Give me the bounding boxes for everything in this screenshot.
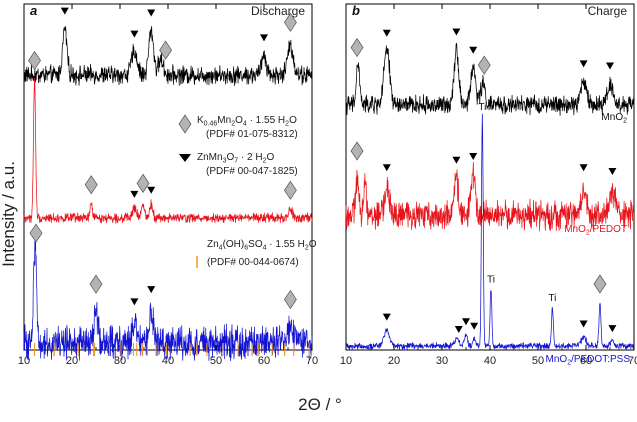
x-tick-label-b-70: 70 <box>628 355 637 367</box>
diamond-marker <box>136 173 150 194</box>
diamond-marker <box>283 180 297 200</box>
panel-b-charge: b Charge 10 20 30 40 50 60 70 Ti Ti Ti MnO2 MnO2… <box>340 3 637 367</box>
x-tick-label-a-30: 30 <box>114 355 126 367</box>
triangle-marker <box>462 318 470 326</box>
triangle-marker <box>452 156 461 164</box>
triangle-marker <box>130 298 139 306</box>
panel-a-discharge: a Discharge 10 20 30 40 50 60 70 K0.46Mn2O4 · … <box>18 3 318 367</box>
x-tick-label-b-50: 50 <box>532 355 544 367</box>
series-label-mno2: MnO2 <box>601 112 627 125</box>
diamond-marker <box>477 55 491 75</box>
series-line-mno2-pedot <box>345 161 635 232</box>
x-tick-label-b-20: 20 <box>388 355 400 367</box>
legend: K0.46Mn2O4 · 1.55 H2O (PDF# 01-075-8312)… <box>178 114 317 268</box>
x-tick-label-b-10: 10 <box>340 355 352 367</box>
triangle-marker <box>147 186 156 194</box>
legend-pdf-znmn3o7: (PDF# 00-047-1825) <box>206 166 298 177</box>
diamond-marker <box>350 141 364 161</box>
diamond-marker <box>84 175 98 195</box>
legend-formula-k046mn2o4: K0.46Mn2O4 · 1.55 H2O <box>197 115 297 128</box>
triangle-marker <box>382 164 391 172</box>
triangle-marker <box>454 325 463 333</box>
x-tick-label-a-10: 10 <box>18 355 30 367</box>
legend-formula-zn4oh6so4: Zn4(OH)6SO4 · 1.55 H2O <box>207 239 317 252</box>
ti-annotation: Ti <box>487 275 495 286</box>
panel-b-title: Charge <box>588 4 628 18</box>
triangle-marker <box>606 62 614 70</box>
triangle-marker <box>579 320 588 328</box>
x-tick-label-a-60: 60 <box>258 355 270 367</box>
series-label-mno2-pedot-pss: MnO2/PEDOT:PSS <box>546 354 631 367</box>
panel-b-letter: b <box>352 3 360 18</box>
x-axis-title: 2Θ / ° <box>298 395 342 414</box>
y-axis-title: Intensity / a.u. <box>0 161 18 267</box>
triangle-marker <box>130 190 139 198</box>
diamond-marker <box>29 223 43 243</box>
legend-formula-znmn3o7: ZnMn3O7 · 2 H2O <box>197 152 275 165</box>
series-line-discharged-mno2 <box>23 25 313 86</box>
legend-entry-zn4oh6so4: Zn4(OH)6SO4 · 1.55 H2O (PDF# 00-044-0674… <box>196 239 317 268</box>
legend-triangle-icon <box>179 154 191 162</box>
x-tick-label-a-20: 20 <box>66 355 78 367</box>
triangle-marker <box>469 46 478 54</box>
x-tick-label-a-50: 50 <box>210 355 222 367</box>
triangle-marker <box>260 34 268 42</box>
panel-a-title: Discharge <box>251 4 305 18</box>
x-tick-label-a-70: 70 <box>306 355 318 367</box>
diamond-marker <box>350 37 364 58</box>
series-label-mno2-pedot: MnO2/PEDOT <box>564 224 627 237</box>
series-line-mno2-pedot-pss <box>345 113 635 350</box>
x-tick-label-b-40: 40 <box>484 355 496 367</box>
panel-b-frame <box>345 3 635 351</box>
triangle-marker <box>382 29 391 37</box>
triangle-marker <box>452 28 461 36</box>
legend-entry-k046mn2o4: K0.46Mn2O4 · 1.55 H2O (PDF# 01-075-8312) <box>178 114 298 140</box>
diamond-marker <box>283 12 297 33</box>
triangle-marker <box>147 286 156 294</box>
ti-annotation: Ti <box>548 293 556 304</box>
diamond-marker <box>283 289 297 310</box>
triangle-marker <box>60 7 69 15</box>
x-tick-label-b-60: 60 <box>580 355 592 367</box>
triangle-marker <box>147 9 156 17</box>
triangle-marker <box>608 168 617 175</box>
triangle-marker <box>579 60 588 68</box>
diamond-marker <box>28 50 41 71</box>
series-line-mno2 <box>345 42 635 116</box>
legend-pdf-zn4oh6so4: (PDF# 00-044-0674) <box>207 257 299 268</box>
x-tick-label-b-30: 30 <box>436 355 448 367</box>
legend-diamond-icon <box>178 114 192 134</box>
triangle-marker <box>470 322 479 330</box>
legend-pdf-k046mn2o4: (PDF# 01-075-8312) <box>206 129 298 140</box>
triangle-marker <box>130 30 139 38</box>
series-line-discharged-mno2-pedot-pss <box>23 234 313 363</box>
panel-a-letter: a <box>30 3 37 18</box>
diamond-marker <box>159 40 173 60</box>
triangle-marker <box>469 153 478 160</box>
triangle-marker <box>608 325 617 333</box>
triangle-marker <box>382 313 391 321</box>
x-tick-label-a-40: 40 <box>162 355 174 367</box>
ti-annotation: Ti <box>478 102 486 113</box>
diamond-marker <box>593 274 607 294</box>
diamond-marker <box>89 274 103 294</box>
legend-entry-znmn3o7: ZnMn3O7 · 2 H2O (PDF# 00-047-1825) <box>179 152 298 177</box>
triangle-marker <box>579 164 588 172</box>
series-line-discharged-mno2-pedot <box>23 77 313 224</box>
